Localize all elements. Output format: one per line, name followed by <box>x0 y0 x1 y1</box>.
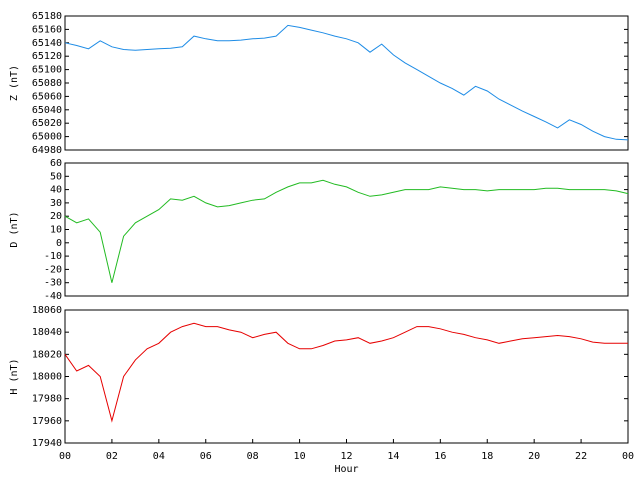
y-tick-label: 30 <box>50 198 62 209</box>
y-tick-label: 10 <box>50 225 62 236</box>
y-axis-label: H (nT) <box>9 358 20 394</box>
y-tick-label: 65100 <box>32 65 62 76</box>
x-tick-label: 22 <box>575 451 587 462</box>
data-line <box>64 322 628 423</box>
plot-frame <box>64 162 629 297</box>
plot-frame <box>64 309 629 444</box>
y-tick-label: 18060 <box>32 305 62 316</box>
y-tick-label: 65020 <box>32 118 62 129</box>
y-tick-label: 65080 <box>32 78 62 89</box>
y-tick-label: 65000 <box>32 132 62 143</box>
x-tick-label: 02 <box>106 451 118 462</box>
y-tick-label: 65060 <box>32 91 62 102</box>
y-tick-label: -30 <box>44 278 62 289</box>
x-tick-label: 00 <box>622 451 634 462</box>
x-tick-label: 18 <box>481 451 493 462</box>
y-tick-label: -20 <box>44 264 62 275</box>
y-tick-label: 18040 <box>32 327 62 338</box>
y-axis-label: Z (nT) <box>9 65 20 101</box>
data-line <box>64 179 629 283</box>
y-tick-label: 0 <box>56 238 62 249</box>
x-tick-label: 12 <box>340 451 352 462</box>
x-tick-label: 10 <box>294 451 306 462</box>
y-axis-label: D (nT) <box>9 211 20 247</box>
x-tick-label: 06 <box>200 451 212 462</box>
y-tick-label: 18000 <box>32 372 62 383</box>
y-tick-label: 40 <box>50 185 62 196</box>
y-tick-label: 50 <box>50 171 62 182</box>
y-tick-label: 65140 <box>32 38 62 49</box>
plot-frame <box>64 15 629 151</box>
y-tick-label: -40 <box>44 291 62 302</box>
y-tick-label: 65160 <box>32 24 62 35</box>
y-tick-label: 20 <box>50 211 62 222</box>
y-tick-label: 64980 <box>32 145 62 156</box>
y-tick-label: 60 <box>50 158 62 169</box>
x-tick-label: 16 <box>434 451 446 462</box>
y-tick-label: 65040 <box>32 105 62 116</box>
data-line <box>64 24 629 141</box>
y-tick-label: 17940 <box>32 438 62 449</box>
y-tick-label: 17980 <box>32 394 62 405</box>
y-tick-label: 65120 <box>32 51 62 62</box>
x-axis-label: Hour <box>334 464 358 475</box>
y-tick-label: 18020 <box>32 349 62 360</box>
x-tick-label: 14 <box>387 451 399 462</box>
x-tick-label: 20 <box>528 451 540 462</box>
y-tick-label: -10 <box>44 251 62 262</box>
x-tick-label: 08 <box>247 451 259 462</box>
y-tick-label: 65180 <box>32 11 62 22</box>
x-tick-label: 00 <box>59 451 71 462</box>
x-tick-label: 04 <box>153 451 165 462</box>
y-tick-label: 17960 <box>32 416 62 427</box>
